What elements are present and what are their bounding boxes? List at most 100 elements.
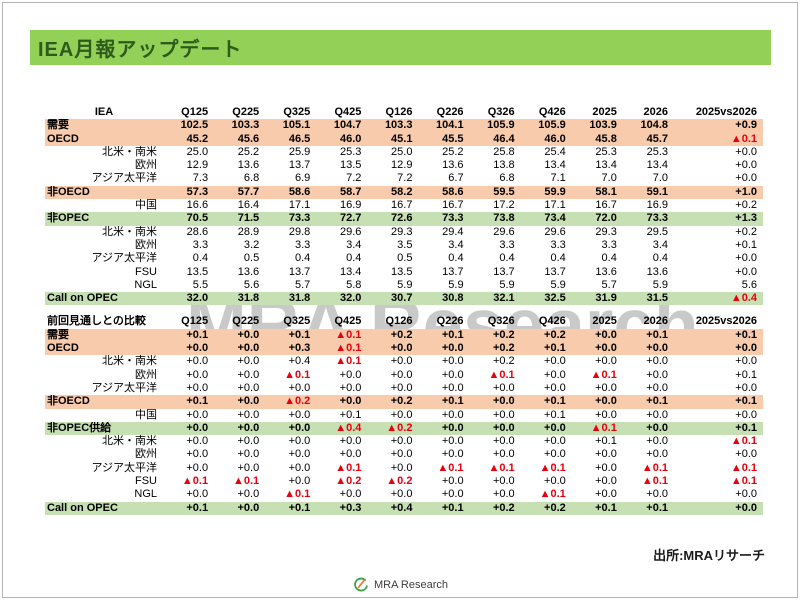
table-cell: +0.0 [674, 342, 763, 356]
row-label: Call on OPEC [45, 501, 163, 515]
table-row: 非OPEC 70.5 71.5 73.3 72.7 72.6 73.3 73.8 73.4 72.… [45, 212, 763, 226]
table-cell: 7.2 [397, 172, 413, 185]
table-cell: 58.1 [571, 185, 623, 200]
column-header: 2025vs2026 [695, 106, 757, 118]
table-cell: +0.1 [339, 408, 362, 421]
table-cell: +0.1 [418, 328, 470, 343]
column-header: Q226 [436, 106, 464, 118]
column-header: Q125 [181, 315, 209, 328]
row-label: Call on OPEC [45, 292, 163, 306]
table-cell: +0.0 [288, 381, 311, 394]
table-cell: 25.2 [442, 145, 464, 158]
table-cell: 5.9 [397, 278, 413, 291]
table-cell: ▲0.1 [590, 368, 617, 381]
footer-logo: MRA Research [0, 576, 800, 593]
table-cell: ▲0.1 [539, 461, 566, 474]
table-cell: +0.0 [214, 421, 266, 436]
table-cell: 31.8 [265, 292, 317, 306]
table-cell: 13.4 [595, 159, 617, 172]
table-cell: +0.9 [674, 119, 763, 133]
table-cell: ▲0.1 [233, 475, 260, 488]
mra-logo-icon [352, 576, 369, 593]
table-cell: +0.1 [163, 501, 215, 515]
table-cell: 59.1 [622, 185, 674, 200]
table-cell: +0.2 [735, 225, 757, 238]
table-cell: 5.7 [294, 278, 311, 291]
table-cell: +0.2 [367, 328, 419, 343]
table-cell: 0.4 [499, 252, 515, 265]
table-cell: +0.0 [571, 342, 623, 356]
table-cell: 7.3 [192, 172, 209, 185]
table-cell: +0.0 [441, 488, 464, 501]
table-cell: 13.4 [339, 265, 362, 278]
table-row: FSU 13.5 13.6 13.7 13.4 13.5 13.7 13.7 13.7 13.6 1… [45, 266, 763, 279]
table-cell: +0.0 [492, 381, 515, 394]
table-cell: 0.5 [243, 252, 260, 265]
table-cell: 105.9 [469, 119, 521, 133]
table-row: 欧州 12.9 13.6 13.7 13.5 12.9 13.6 13.8 13.4 13.4 13… [45, 159, 763, 172]
table-cell: +0.0 [544, 475, 566, 488]
table-cell: +0.0 [595, 408, 617, 421]
table-cell: 13.7 [442, 265, 464, 278]
corner-label: 前回見通しとの比較 [47, 315, 146, 328]
table-cell: +0.2 [469, 342, 521, 356]
table-cell: +0.0 [646, 355, 668, 368]
table-cell: +0.1 [418, 395, 470, 409]
table-row: 需要 +0.1 +0.0 +0.1 ▲0.1 +0.2 +0.1 +0.2 +0.2 +0.0 +0… [45, 328, 763, 343]
table-cell: +0.1 [520, 395, 572, 409]
table-cell: ▲0.1 [335, 355, 362, 368]
row-label: 非OPEC供給 [45, 421, 163, 436]
table-cell: +0.0 [390, 381, 413, 394]
table-cell: +0.4 [288, 355, 311, 368]
table-cell: +0.0 [571, 395, 623, 409]
table-row: 中国 +0.0 +0.0 +0.0 +0.1 +0.0 +0.0 +0.0 +0.1 +0.0 +0… [45, 409, 763, 422]
table-cell: 13.7 [544, 265, 566, 278]
row-label: 中国 [135, 408, 157, 421]
table-cell: 13.6 [646, 265, 668, 278]
table-cell: +0.0 [646, 368, 668, 381]
table-cell: 25.3 [595, 145, 617, 158]
table-cell: 25.2 [237, 145, 260, 158]
table-cell: 13.5 [391, 265, 413, 278]
table-cell: 29.4 [442, 225, 464, 238]
table-row: 需要 102.5 103.3 105.1 104.7 103.3 104.1 105.9 105… [45, 119, 763, 133]
table-cell: 25.0 [186, 145, 209, 158]
table-cell: 5.6 [741, 278, 757, 291]
table-cell: +0.0 [735, 355, 757, 368]
table-cell: 32.5 [520, 292, 572, 306]
table-cell: ▲0.4 [316, 421, 368, 436]
table-cell: +0.0 [735, 265, 757, 278]
table-cell: +0.1 [674, 421, 763, 436]
table-cell: +0.0 [390, 408, 413, 421]
table-cell: ▲0.1 [316, 328, 368, 343]
table-cell: 6.8 [243, 172, 260, 185]
table-cell: ▲0.2 [265, 395, 317, 409]
table-cell: +0.1 [595, 435, 617, 448]
table-cell: +0.0 [237, 435, 260, 448]
row-label: FSU [135, 265, 157, 278]
table-cell: 7.1 [550, 172, 566, 185]
row-label: 北米・南米 [102, 435, 157, 448]
table-cell: +0.0 [237, 355, 260, 368]
table-cell: +0.0 [237, 448, 260, 461]
table-cell: +0.1 [622, 501, 674, 515]
table-cell: 59.9 [520, 185, 572, 200]
table-cell: +0.0 [237, 381, 260, 394]
table-cell: 17.1 [288, 199, 311, 212]
table-cell: +1.3 [674, 212, 763, 226]
table-cell: 13.4 [544, 159, 566, 172]
table-cell: +0.0 [492, 488, 515, 501]
table-cell: +0.0 [735, 448, 757, 461]
table-cell: +0.2 [735, 199, 757, 212]
row-label: 北米・南米 [102, 225, 157, 238]
table-cell: 0.4 [448, 252, 464, 265]
column-header: Q426 [538, 315, 566, 328]
table-cell: 57.3 [163, 185, 215, 200]
table-row: アジア太平洋 +0.0 +0.0 +0.0 +0.0 +0.0 +0.0 +0.0 +0.0 +0… [45, 382, 763, 395]
table-cell: +0.0 [595, 488, 617, 501]
table-cell: +0.1 [735, 238, 757, 251]
table-cell: 29.5 [646, 225, 668, 238]
table-cell: +0.0 [520, 421, 572, 436]
table-row: Call on OPEC 32.0 31.8 31.8 32.0 30.7 30.8 32.1… [45, 292, 763, 306]
table-cell: +0.0 [735, 159, 757, 172]
